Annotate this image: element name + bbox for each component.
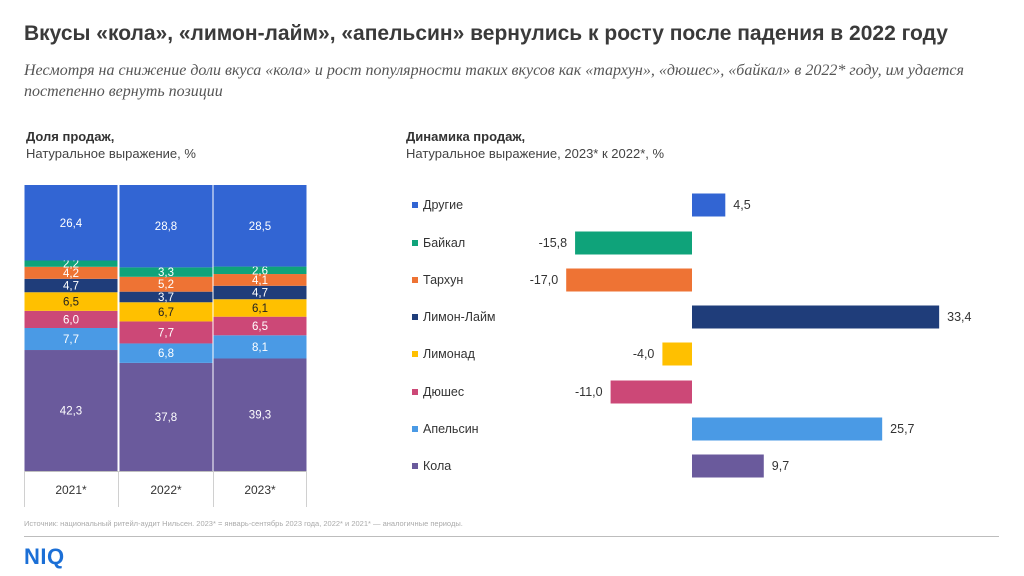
dynamics-bar-тархун bbox=[566, 268, 692, 292]
sales-dynamics-chart: Другие 4,5 Байкал -15,8 Тархун -17,0 Лимон-Лай… bbox=[412, 193, 972, 478]
bar-segment-дюшес-2 bbox=[119, 321, 213, 344]
bar-segment-лимон-лайм-2 bbox=[119, 291, 213, 303]
left-chart-subtitle: Натуральное выражение, % bbox=[26, 146, 196, 161]
bar-segment-лимон-лайм-1 bbox=[24, 278, 118, 293]
legend-label: Лимон-Лайм bbox=[423, 310, 496, 324]
segment-value-label: 3,7 bbox=[158, 292, 174, 304]
legend-label: Байкал bbox=[423, 236, 465, 250]
bar-segment-кола-3 bbox=[213, 358, 307, 471]
bar-segment-лимонад-2 bbox=[119, 302, 213, 322]
stacked-share-chart: 42,37,76,06,54,74,22,226,42021*37,86,87,… bbox=[24, 185, 307, 507]
segment-value-label: 4,7 bbox=[63, 281, 79, 293]
x-tick-label: 2023* bbox=[244, 483, 276, 497]
dynamics-value-label: 33,4 bbox=[947, 310, 971, 324]
bar-segment-байкал-2 bbox=[119, 267, 213, 277]
dynamics-bar-лимон-лайм bbox=[692, 305, 940, 329]
segment-value-label: 28,5 bbox=[249, 221, 271, 233]
bar-segment-тархун-3 bbox=[213, 274, 307, 286]
dynamics-bar-другие bbox=[692, 193, 726, 217]
segment-value-label: 6,5 bbox=[252, 321, 268, 333]
bar-segment-лимон-лайм-3 bbox=[213, 285, 307, 300]
dynamics-bar-байкал bbox=[575, 231, 692, 255]
legend-label: Дюшес bbox=[423, 385, 464, 399]
dynamics-value-label: 25,7 bbox=[890, 422, 914, 436]
bar-segment-дюшес-3 bbox=[213, 316, 307, 336]
segment-value-label: 6,5 bbox=[63, 297, 79, 309]
dynamics-bar-лимонад bbox=[662, 342, 692, 366]
segment-value-label: 2,6 bbox=[252, 265, 268, 277]
segment-value-label: 6,0 bbox=[63, 314, 79, 326]
source-note: Источник: национальный ритейл-аудит Ниль… bbox=[24, 519, 463, 528]
legend-swatch-кола bbox=[412, 463, 418, 469]
x-tick-label: 2022* bbox=[150, 483, 182, 497]
bar-segment-кола-2 bbox=[119, 362, 213, 471]
footer-divider bbox=[24, 536, 999, 537]
dynamics-bar-кола bbox=[692, 454, 764, 478]
bar-segment-апельсин-3 bbox=[213, 335, 307, 359]
legend-label: Другие bbox=[423, 198, 463, 212]
segment-value-label: 26,4 bbox=[60, 218, 83, 230]
bar-segment-лимонад-1 bbox=[24, 292, 118, 311]
segment-value-label: 28,8 bbox=[155, 221, 177, 233]
segment-value-label: 42,3 bbox=[60, 406, 82, 418]
dynamics-value-label: -11,0 bbox=[575, 385, 603, 399]
right-chart-title: Динамика продаж, bbox=[406, 129, 526, 144]
segment-value-label: 4,7 bbox=[252, 288, 268, 300]
legend-label: Тархун bbox=[423, 273, 463, 287]
dynamics-bar-апельсин bbox=[692, 417, 883, 441]
segment-value-label: 2,2 bbox=[63, 259, 79, 271]
segment-value-label: 4,2 bbox=[63, 268, 79, 280]
bar-segment-другие-1 bbox=[24, 185, 118, 261]
dynamics-value-label: -15,8 bbox=[539, 236, 568, 250]
segment-value-label: 6,8 bbox=[158, 348, 174, 360]
bar-segment-лимонад-3 bbox=[213, 299, 307, 317]
dynamics-value-label: 4,5 bbox=[733, 198, 750, 212]
segment-value-label: 6,7 bbox=[158, 307, 174, 319]
bar-segment-апельсин-2 bbox=[119, 343, 213, 363]
dynamics-bar-дюшес bbox=[610, 380, 692, 404]
legend-swatch-другие bbox=[412, 202, 418, 208]
legend-swatch-байкал bbox=[412, 240, 418, 246]
segment-value-label: 7,7 bbox=[63, 334, 79, 346]
dynamics-value-label: 9,7 bbox=[772, 459, 789, 473]
page-subtitle: Несмотря на снижение доли вкуса «кола» и… bbox=[24, 62, 964, 100]
left-chart-title: Доля продаж, bbox=[26, 129, 115, 144]
page-title: Вкусы «кола», «лимон-лайм», «апельсин» в… bbox=[24, 22, 948, 45]
segment-value-label: 39,3 bbox=[249, 410, 271, 422]
bar-segment-дюшес-1 bbox=[24, 310, 118, 328]
legend-label: Лимонад bbox=[423, 347, 476, 361]
legend-swatch-тархун bbox=[412, 277, 418, 283]
legend-label: Кола bbox=[423, 459, 451, 473]
x-tick-label: 2021* bbox=[55, 483, 87, 497]
right-chart-subtitle: Натуральное выражение, 2023* к 2022*, % bbox=[406, 146, 665, 161]
dynamics-value-label: -17,0 bbox=[530, 273, 559, 287]
bar-segment-другие-2 bbox=[119, 185, 213, 268]
segment-value-label: 8,1 bbox=[252, 342, 268, 354]
segment-value-label: 3,3 bbox=[158, 267, 174, 279]
bar-segment-байкал-1 bbox=[24, 260, 118, 267]
bar-segment-байкал-3 bbox=[213, 266, 307, 275]
dynamics-value-label: -4,0 bbox=[633, 347, 655, 361]
legend-swatch-дюшес bbox=[412, 389, 418, 395]
bar-segment-другие-3 bbox=[213, 185, 307, 267]
bar-segment-апельсин-1 bbox=[24, 328, 118, 351]
bar-segment-тархун-2 bbox=[119, 276, 213, 292]
segment-value-label: 5,2 bbox=[158, 279, 174, 291]
bar-segment-кола-1 bbox=[24, 350, 118, 471]
legend-swatch-лимон-лайм bbox=[412, 314, 418, 320]
bar-segment-тархун-1 bbox=[24, 266, 118, 279]
legend-swatch-апельсин bbox=[412, 426, 418, 432]
legend-label: Апельсин bbox=[423, 422, 479, 436]
segment-value-label: 37,8 bbox=[155, 412, 177, 424]
segment-value-label: 6,1 bbox=[252, 303, 268, 315]
segment-value-label: 4,1 bbox=[252, 275, 268, 287]
legend-swatch-лимонад bbox=[412, 351, 418, 357]
segment-value-label: 7,7 bbox=[158, 327, 174, 339]
niq-logo: NIQ bbox=[24, 544, 65, 569]
